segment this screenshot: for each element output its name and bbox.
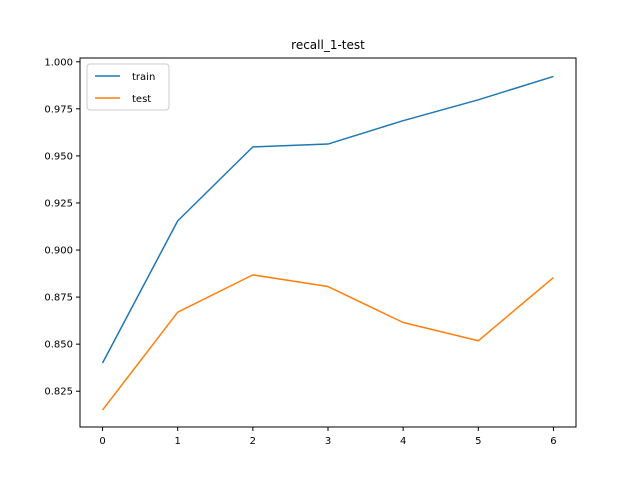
x-tick-label: 4 — [400, 436, 406, 447]
x-tick-label: 6 — [550, 436, 556, 447]
y-tick-label: 0.900 — [44, 246, 73, 257]
y-tick-label: 0.825 — [44, 387, 73, 398]
y-tick-label: 0.950 — [44, 151, 73, 162]
series-line-train — [101, 75, 554, 364]
legend-label-test: test — [132, 94, 151, 105]
y-axis: 0.825 0.850 0.875 0.900 0.925 0.950 0.975 1.000 — [44, 57, 80, 398]
x-tick-label: 5 — [475, 436, 481, 447]
y-tick-label: 1.000 — [44, 57, 73, 68]
legend-box — [86, 63, 170, 111]
series-layer — [101, 75, 554, 411]
legend: train test — [86, 63, 170, 111]
legend-label-train: train — [132, 72, 155, 83]
y-tick-label: 0.875 — [44, 293, 73, 304]
x-tick-label: 0 — [99, 436, 105, 447]
y-tick-label: 0.850 — [44, 340, 73, 351]
x-tick-label: 2 — [250, 436, 256, 447]
y-tick-label: 0.975 — [44, 104, 73, 115]
axes-frame — [79, 57, 577, 428]
series-line-test — [101, 274, 554, 411]
y-tick-label: 0.925 — [44, 198, 73, 209]
x-tick-label: 1 — [175, 436, 181, 447]
x-axis: 0 1 2 3 4 5 6 — [99, 427, 557, 447]
chart-title: recall_1-test — [291, 38, 365, 52]
x-tick-label: 3 — [325, 436, 331, 447]
